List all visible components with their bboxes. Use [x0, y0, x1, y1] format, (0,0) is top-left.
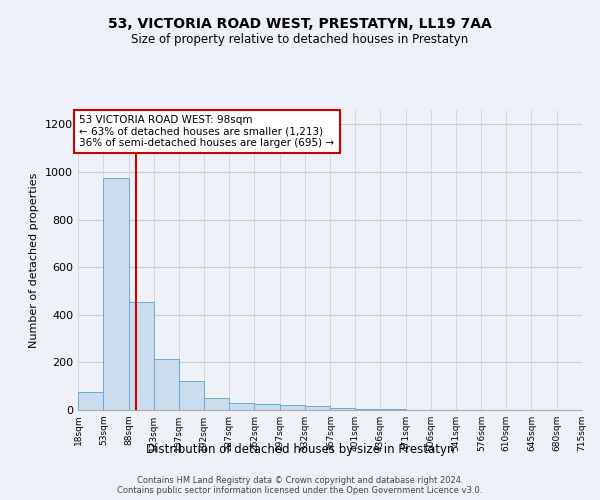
Bar: [78, 392, 103, 410]
Bar: [331, 408, 355, 410]
Bar: [204, 398, 229, 410]
Text: Contains HM Land Registry data © Crown copyright and database right 2024.
Contai: Contains HM Land Registry data © Crown c…: [118, 476, 482, 495]
Bar: [229, 403, 254, 410]
Bar: [305, 406, 331, 410]
Bar: [128, 302, 154, 410]
Bar: [355, 409, 380, 410]
Bar: [103, 178, 128, 410]
Text: Distribution of detached houses by size in Prestatyn: Distribution of detached houses by size …: [146, 442, 454, 456]
Bar: [154, 359, 179, 410]
Text: 53 VICTORIA ROAD WEST: 98sqm
← 63% of detached houses are smaller (1,213)
36% of: 53 VICTORIA ROAD WEST: 98sqm ← 63% of de…: [79, 115, 335, 148]
Bar: [179, 382, 204, 410]
Y-axis label: Number of detached properties: Number of detached properties: [29, 172, 40, 348]
Bar: [280, 405, 305, 410]
Bar: [254, 404, 280, 410]
Text: 53, VICTORIA ROAD WEST, PRESTATYN, LL19 7AA: 53, VICTORIA ROAD WEST, PRESTATYN, LL19 …: [108, 18, 492, 32]
Text: Size of property relative to detached houses in Prestatyn: Size of property relative to detached ho…: [131, 32, 469, 46]
